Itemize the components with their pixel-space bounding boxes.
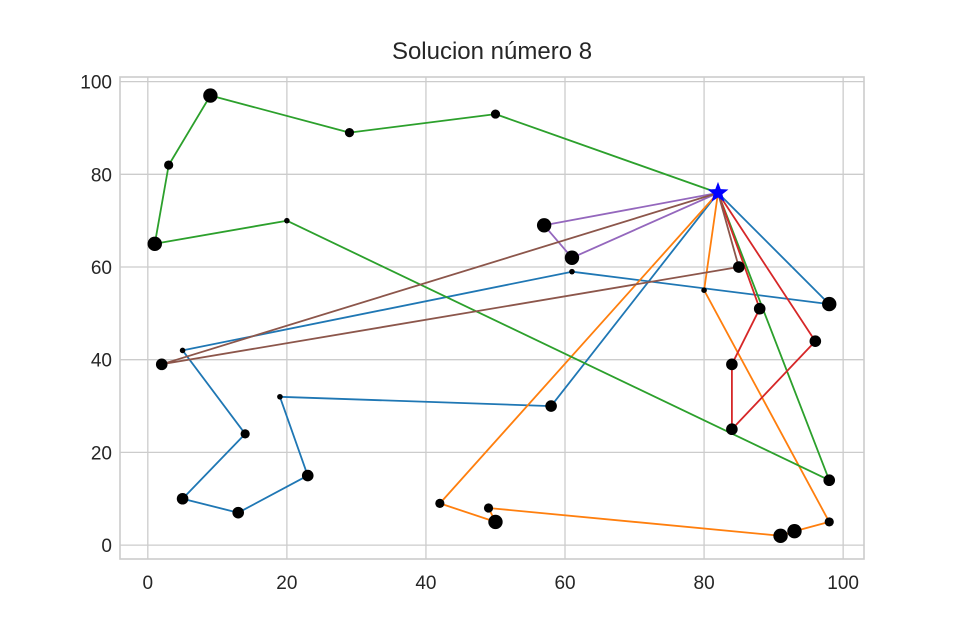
x-tick-label: 40 xyxy=(415,573,436,594)
depot-star-marker xyxy=(707,181,729,202)
y-tick-label: 40 xyxy=(91,351,112,372)
customer-point xyxy=(490,109,501,119)
y-tick-label: 80 xyxy=(91,165,112,186)
customer-point xyxy=(240,429,250,439)
customer-point xyxy=(536,218,552,233)
y-tick-label: 0 xyxy=(101,536,112,557)
customer-point xyxy=(726,358,738,371)
customer-point xyxy=(301,469,314,482)
customer-point xyxy=(344,128,355,138)
customer-point xyxy=(155,358,168,371)
customer-point xyxy=(809,335,822,347)
customer-point xyxy=(822,296,837,312)
customer-point xyxy=(203,88,218,103)
customer-point xyxy=(753,302,766,315)
customer-point xyxy=(284,217,290,224)
customer-point xyxy=(488,514,503,530)
customer-point xyxy=(164,160,174,170)
customer-point xyxy=(564,250,580,265)
customer-point xyxy=(824,517,834,527)
customer-point xyxy=(701,287,707,293)
customer-point xyxy=(726,423,738,436)
customer-point xyxy=(277,393,283,400)
customer-point xyxy=(147,236,162,252)
customer-point xyxy=(435,498,445,508)
customer-point xyxy=(179,347,186,354)
depot-layer xyxy=(707,181,729,202)
y-tick-label: 100 xyxy=(80,73,112,94)
x-tick-label: 60 xyxy=(554,573,575,594)
x-tick-label: 0 xyxy=(143,573,154,594)
customer-point xyxy=(545,400,557,412)
ticks-layer: 0 20 40 60 80 100 0 20 40 60 80 100 xyxy=(80,73,859,594)
grid-layer xyxy=(120,77,864,559)
customer-point xyxy=(733,261,745,273)
customer-point xyxy=(176,492,189,505)
x-tick-label: 20 xyxy=(276,573,297,594)
customer-point xyxy=(787,523,802,539)
customer-point xyxy=(823,474,836,487)
x-tick-label: 100 xyxy=(827,573,859,594)
customer-point xyxy=(232,506,245,519)
route-4-line xyxy=(717,192,817,431)
customer-point xyxy=(483,503,494,513)
route-6-line xyxy=(160,192,740,366)
x-tick-label: 80 xyxy=(694,573,715,594)
customer-point xyxy=(569,268,575,275)
y-tick-label: 20 xyxy=(91,443,112,464)
plot-frame xyxy=(119,76,865,560)
points-layer xyxy=(147,88,837,544)
chart-title: Solucion número 8 xyxy=(391,38,593,65)
y-tick-label: 60 xyxy=(91,258,112,279)
customer-point xyxy=(773,528,788,544)
